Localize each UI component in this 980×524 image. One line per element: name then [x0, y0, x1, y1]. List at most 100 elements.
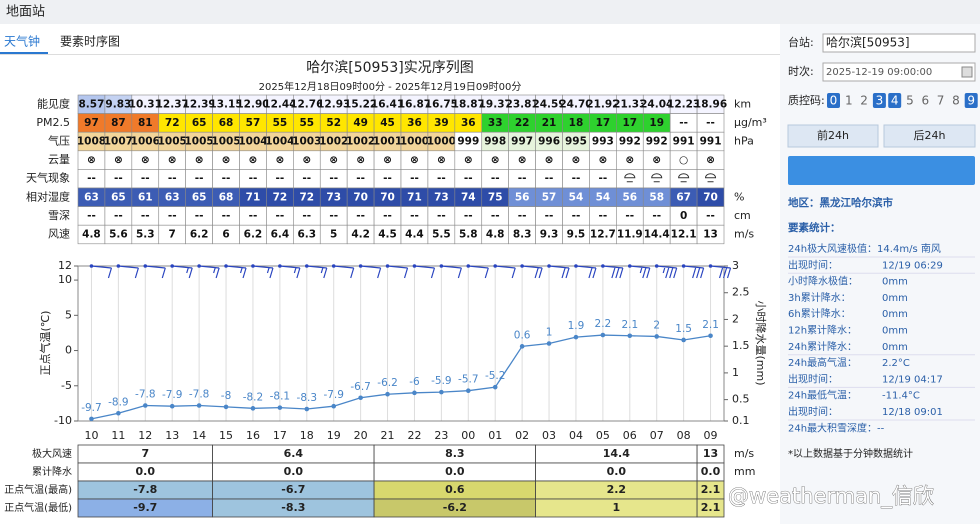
- qc-active[interactable]: [827, 93, 840, 108]
- qc-code[interactable]: 3: [876, 94, 884, 108]
- qc-code[interactable]: 7: [937, 94, 945, 108]
- qc-code[interactable]: 2: [860, 94, 868, 108]
- data-label: -8.2: [243, 391, 264, 403]
- wind-barb: [118, 265, 139, 279]
- x-tick-label: 16: [246, 429, 260, 442]
- cell-value: --: [437, 210, 446, 222]
- cell-value: ⊗: [598, 154, 607, 166]
- stat-value: 0mm: [882, 277, 908, 288]
- cell-value: 9.5: [567, 229, 586, 241]
- cell-value: 65: [192, 191, 207, 203]
- cell-value: 1008: [77, 136, 106, 148]
- row-label: 正点气温(最高): [4, 483, 72, 496]
- tab[interactable]: 要素时序图: [60, 34, 120, 49]
- cell-value: 9.3: [540, 229, 559, 241]
- data-label: 2.1: [621, 319, 638, 331]
- row-label: PM2.5: [36, 116, 70, 129]
- wind-station: [89, 264, 94, 268]
- cell-value: --: [464, 210, 473, 222]
- y-tick-label: 12: [58, 259, 72, 272]
- cell-value: 18.96: [694, 98, 727, 110]
- cell-value: --: [222, 173, 231, 185]
- table-cell: [696, 169, 725, 189]
- cell-value: --: [599, 173, 608, 185]
- query-button[interactable]: [788, 156, 975, 185]
- cell-value: 72: [165, 117, 180, 129]
- cell-value: 18: [569, 117, 584, 129]
- cell-value: ⊗: [275, 154, 284, 166]
- time-value: 2025-12-19 09:00:00: [826, 67, 932, 78]
- cell-value: 73: [434, 191, 449, 203]
- row-unit: hPa: [734, 135, 754, 148]
- row-unit: μg/m³: [734, 116, 767, 129]
- cell-value: 10.31: [129, 98, 162, 110]
- x-tick-label: 11: [111, 429, 125, 442]
- summary-value: 2.1: [701, 501, 721, 514]
- y2-tick-label: 1.5: [732, 339, 750, 352]
- weather-icon: [651, 173, 663, 183]
- qc-code[interactable]: 6: [921, 94, 929, 108]
- button-label[interactable]: 后24h: [914, 129, 946, 142]
- cell-value: 71: [246, 191, 261, 203]
- wind-barb: [602, 265, 624, 279]
- qc-code[interactable]: 8: [952, 94, 960, 108]
- qc-code[interactable]: 9: [967, 94, 975, 108]
- temperature-line: [91, 334, 711, 420]
- qc-active[interactable]: [872, 93, 886, 108]
- stat-value: -11.4°C: [882, 391, 920, 402]
- summary-value: 0.0: [701, 465, 721, 478]
- cell-value: --: [87, 210, 96, 222]
- cell-value: --: [329, 210, 338, 222]
- cell-value: 74: [461, 191, 476, 203]
- qc-code[interactable]: 5: [906, 94, 914, 108]
- y2-tick-label: 3: [732, 259, 739, 272]
- cell-value: 56: [622, 191, 637, 203]
- cell-value: 87: [111, 117, 126, 129]
- button[interactable]: [787, 124, 879, 148]
- temperature-point: [681, 337, 686, 343]
- window-title: 地面站: [6, 5, 45, 20]
- row-label: 云量: [48, 153, 70, 166]
- qc-code[interactable]: 1: [845, 94, 853, 108]
- y2-tick-label: 2: [732, 312, 739, 325]
- data-label: 1.5: [675, 323, 692, 335]
- temperature-point: [600, 332, 606, 338]
- cell-value: 1007: [104, 136, 133, 148]
- cell-value: --: [383, 210, 392, 222]
- cell-value: 6.3: [297, 229, 316, 241]
- temperature-point: [708, 333, 713, 339]
- button-label[interactable]: 前24h: [817, 128, 849, 142]
- cell-value: --: [168, 210, 177, 222]
- wind-barb: [279, 265, 301, 279]
- data-label: 1.9: [568, 320, 585, 332]
- qc-code[interactable]: 4: [891, 94, 899, 108]
- row-label: 能见度: [37, 96, 70, 110]
- row-label: 正点气温(最低): [4, 501, 72, 514]
- cell-value: 5.8: [459, 229, 478, 241]
- calendar-icon[interactable]: [961, 66, 973, 78]
- wind-barb: [495, 265, 516, 279]
- cell-value: 996: [538, 136, 560, 148]
- cell-value: --: [491, 173, 500, 185]
- cell-value: 24.70: [559, 98, 592, 110]
- qc-active[interactable]: [964, 93, 978, 108]
- cell-value: --: [141, 173, 150, 185]
- time-input[interactable]: [822, 62, 976, 82]
- wind-station: [574, 264, 578, 268]
- x-tick-label: 03: [542, 429, 556, 442]
- row-label: 气压: [48, 134, 70, 148]
- qc-code[interactable]: 0: [830, 94, 838, 108]
- cell-value: --: [302, 210, 311, 222]
- cell-value: 75: [488, 191, 503, 203]
- cell-value: 14.4: [644, 229, 670, 241]
- tab[interactable]: 天气钟: [4, 34, 40, 49]
- row-label: 天气现象: [26, 171, 70, 185]
- wind-barb: [522, 265, 543, 279]
- qc-active[interactable]: [888, 93, 902, 108]
- stat-value: 12/19 06:29: [882, 260, 943, 271]
- station-input[interactable]: [822, 33, 976, 53]
- weather-icon: [624, 173, 636, 183]
- x-tick-label: 09: [704, 429, 718, 442]
- cell-value: ⊗: [518, 154, 527, 166]
- button[interactable]: [883, 124, 976, 148]
